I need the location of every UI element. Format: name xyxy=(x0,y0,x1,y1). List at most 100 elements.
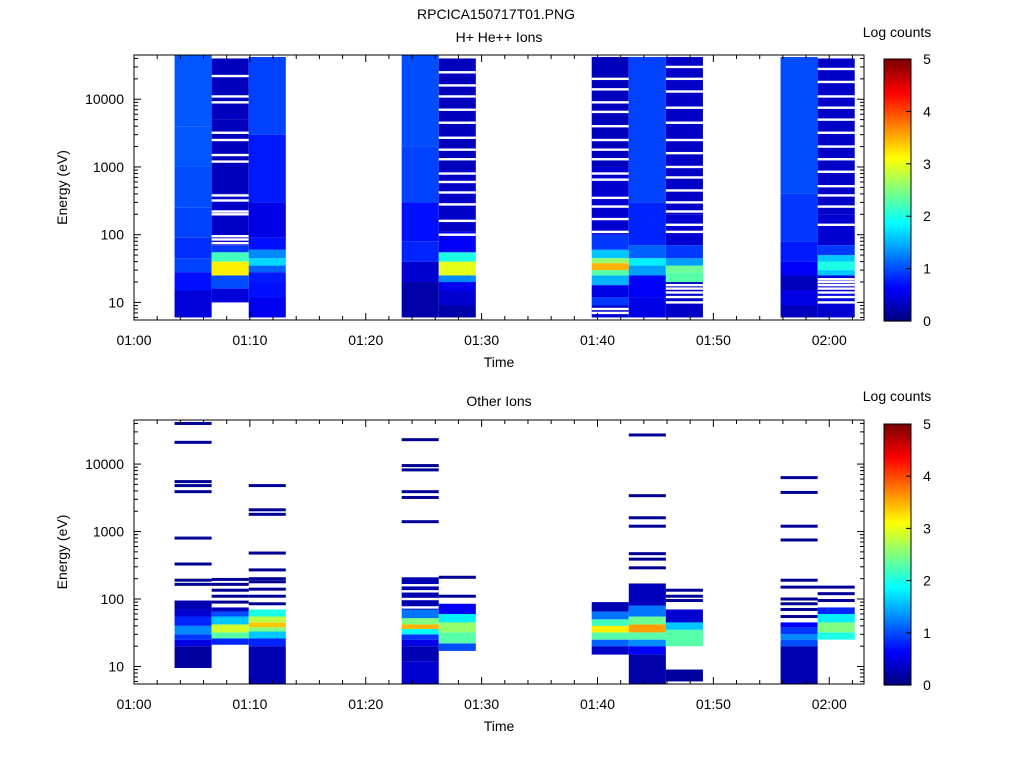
sparse-count-bin xyxy=(174,578,212,582)
colorbar-swatch xyxy=(884,530,911,534)
heatmap-cell xyxy=(817,632,855,640)
colorbar-swatch xyxy=(884,554,911,558)
heatmap-cell xyxy=(438,632,476,644)
heatmap-cell xyxy=(591,263,629,271)
heatmap-cell xyxy=(174,207,212,238)
sparse-count-bin xyxy=(174,480,212,484)
colorbar-swatch xyxy=(884,561,911,564)
colorbar-swatch xyxy=(884,474,911,477)
empty-bin xyxy=(591,138,629,142)
heatmap-cell xyxy=(174,625,212,635)
heatmap-cell xyxy=(591,275,629,286)
colorbar-swatch xyxy=(884,181,911,185)
heatmap-cells xyxy=(174,421,855,684)
heatmap-cell xyxy=(665,214,703,246)
heatmap-cell xyxy=(438,231,476,253)
colorbar-swatch xyxy=(884,120,911,123)
sparse-count-bin xyxy=(248,594,286,598)
colorbar-swatch xyxy=(884,569,911,573)
colorbar-tick-label: 5 xyxy=(923,51,931,67)
colorbar-swatch xyxy=(884,643,911,647)
colorbar-swatch xyxy=(884,478,911,482)
heatmap-cell xyxy=(780,241,818,262)
colorbar-swatch xyxy=(884,107,911,110)
sparse-count-bin xyxy=(628,516,666,520)
colorbar-swatch xyxy=(884,253,911,257)
sparse-count-bin xyxy=(780,490,818,494)
empty-bin xyxy=(817,67,855,71)
colorbar-swatch xyxy=(884,161,911,165)
heatmap-cell xyxy=(211,624,249,633)
colorbar-label: Log counts xyxy=(863,24,932,40)
colorbar-swatch xyxy=(884,157,911,161)
colorbar-swatch xyxy=(884,626,911,630)
x-tick-label: 01:30 xyxy=(464,332,499,348)
sparse-count-bin xyxy=(174,490,212,494)
empty-bin xyxy=(665,106,703,109)
heatmap-cell xyxy=(780,634,818,640)
empty-bin xyxy=(665,210,703,213)
colorbar-swatch xyxy=(884,305,911,309)
colorbar-swatch xyxy=(884,580,911,584)
heatmap-cell xyxy=(401,282,439,318)
colorbar-label: Log counts xyxy=(863,388,932,404)
empty-bin xyxy=(817,278,855,281)
colorbar-swatch xyxy=(884,619,911,623)
heatmap-cell xyxy=(401,241,439,262)
colorbar-swatch xyxy=(884,286,911,289)
empty-bin xyxy=(817,145,855,148)
colorbar-swatch xyxy=(884,648,911,651)
colorbar-swatch xyxy=(884,484,911,488)
empty-bin xyxy=(817,287,855,290)
heatmap-cell xyxy=(438,603,476,614)
colorbar-swatch xyxy=(884,671,911,675)
heatmap-cell xyxy=(401,261,439,283)
colorbar: 0 1 2 3 4 5 Log counts xyxy=(863,388,932,693)
heatmap-cell xyxy=(817,214,855,246)
heatmap-cell xyxy=(401,577,439,610)
heatmap-cell xyxy=(665,245,703,259)
heatmap-cell xyxy=(211,245,249,253)
colorbar-swatch xyxy=(884,168,911,171)
colorbar-swatch xyxy=(884,628,911,632)
empty-bin xyxy=(211,234,249,238)
heatmap-cell xyxy=(665,272,703,283)
colorbar-swatch xyxy=(884,117,911,121)
y-tick-label: 10 xyxy=(108,658,124,674)
heatmap-cell xyxy=(628,616,666,625)
colorbar-swatch xyxy=(884,150,911,154)
heatmap-cell xyxy=(174,55,212,127)
time-column-7 xyxy=(628,57,666,318)
colorbar-swatch xyxy=(884,469,911,473)
colorbar-swatch xyxy=(884,578,911,582)
sparse-count-bin xyxy=(174,484,212,488)
time-column-3 xyxy=(248,57,286,318)
sparse-count-bin xyxy=(817,585,855,589)
heatmap-cell xyxy=(248,616,286,623)
x-axis-label: Time xyxy=(484,354,515,370)
colorbar-swatch xyxy=(884,511,911,514)
colorbar-swatch xyxy=(884,235,911,239)
sparse-count-bin xyxy=(438,575,476,579)
time-column-6 xyxy=(591,57,629,318)
time-column-8 xyxy=(665,57,703,318)
colorbar-swatch xyxy=(884,430,911,434)
empty-bin xyxy=(817,301,855,304)
time-column-1 xyxy=(174,55,212,318)
colorbar-swatch xyxy=(884,144,911,147)
colorbar-swatch xyxy=(884,198,911,202)
heatmap-cell xyxy=(174,634,212,640)
heatmap-cell xyxy=(780,261,818,276)
heatmap-cell xyxy=(665,305,703,318)
colorbar-swatch xyxy=(884,85,911,88)
colorbar-swatch xyxy=(884,209,911,213)
colorbar-swatch xyxy=(884,78,911,82)
heatmap-cell xyxy=(211,275,249,289)
heatmap-cell xyxy=(628,639,666,647)
empty-bin xyxy=(665,65,703,69)
empty-bin xyxy=(665,295,703,299)
colorbar-swatch xyxy=(884,139,911,143)
empty-bin xyxy=(438,191,476,194)
time-column-5 xyxy=(438,58,476,318)
sparse-count-bin xyxy=(401,495,439,499)
